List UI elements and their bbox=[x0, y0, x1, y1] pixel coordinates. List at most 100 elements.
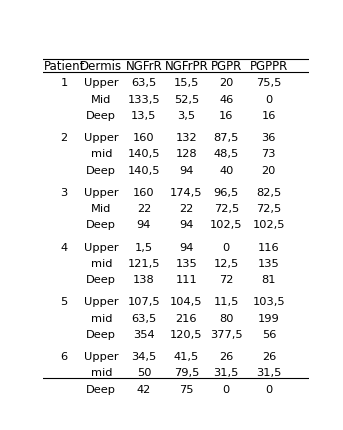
Text: 16: 16 bbox=[262, 111, 276, 120]
Text: 22: 22 bbox=[137, 203, 151, 214]
Text: 20: 20 bbox=[262, 165, 276, 175]
Text: 94: 94 bbox=[179, 242, 193, 252]
Text: 111: 111 bbox=[176, 274, 197, 284]
Text: 34,5: 34,5 bbox=[131, 351, 156, 361]
Text: 15,5: 15,5 bbox=[174, 78, 199, 88]
Text: 102,5: 102,5 bbox=[252, 220, 285, 230]
Text: 63,5: 63,5 bbox=[131, 313, 156, 323]
Text: 26: 26 bbox=[219, 351, 234, 361]
Text: 22: 22 bbox=[179, 203, 193, 214]
Text: 0: 0 bbox=[265, 94, 272, 104]
Text: 56: 56 bbox=[262, 329, 276, 339]
Text: 135: 135 bbox=[176, 258, 197, 268]
Text: 80: 80 bbox=[219, 313, 234, 323]
Text: Deep: Deep bbox=[86, 384, 116, 393]
Text: 79,5: 79,5 bbox=[174, 368, 199, 378]
Text: 52,5: 52,5 bbox=[174, 94, 199, 104]
Text: 81: 81 bbox=[262, 274, 276, 284]
Text: 0: 0 bbox=[265, 384, 272, 393]
Text: mid: mid bbox=[91, 313, 112, 323]
Text: 82,5: 82,5 bbox=[256, 187, 282, 197]
Text: 0: 0 bbox=[223, 384, 230, 393]
Text: 135: 135 bbox=[258, 258, 280, 268]
Text: 41,5: 41,5 bbox=[174, 351, 199, 361]
Text: 140,5: 140,5 bbox=[128, 165, 160, 175]
Text: Deep: Deep bbox=[86, 165, 116, 175]
Text: 174,5: 174,5 bbox=[170, 187, 203, 197]
Text: 31,5: 31,5 bbox=[256, 368, 282, 378]
Text: mid: mid bbox=[91, 368, 112, 378]
Text: 3: 3 bbox=[60, 187, 68, 197]
Text: Upper: Upper bbox=[84, 242, 119, 252]
Text: 2: 2 bbox=[61, 133, 68, 143]
Text: 3,5: 3,5 bbox=[177, 111, 196, 120]
Text: 216: 216 bbox=[176, 313, 197, 323]
Text: 72,5: 72,5 bbox=[214, 203, 239, 214]
Text: 94: 94 bbox=[137, 220, 151, 230]
Text: Upper: Upper bbox=[84, 133, 119, 143]
Text: 87,5: 87,5 bbox=[214, 133, 239, 143]
Text: 12,5: 12,5 bbox=[214, 258, 239, 268]
Text: 128: 128 bbox=[176, 149, 197, 159]
Text: 50: 50 bbox=[137, 368, 151, 378]
Text: 160: 160 bbox=[133, 133, 155, 143]
Text: Mid: Mid bbox=[91, 203, 111, 214]
Text: 140,5: 140,5 bbox=[128, 149, 160, 159]
Text: 377,5: 377,5 bbox=[210, 329, 243, 339]
Text: 132: 132 bbox=[176, 133, 197, 143]
Text: 103,5: 103,5 bbox=[252, 297, 285, 307]
Text: 72: 72 bbox=[219, 274, 234, 284]
Text: 104,5: 104,5 bbox=[170, 297, 203, 307]
Text: NGFrPR: NGFrPR bbox=[165, 60, 208, 73]
Text: 102,5: 102,5 bbox=[210, 220, 243, 230]
Text: 133,5: 133,5 bbox=[128, 94, 160, 104]
Text: 36: 36 bbox=[262, 133, 276, 143]
Text: 72,5: 72,5 bbox=[256, 203, 282, 214]
Text: mid: mid bbox=[91, 149, 112, 159]
Text: 94: 94 bbox=[179, 165, 193, 175]
Text: 11,5: 11,5 bbox=[214, 297, 239, 307]
Text: 160: 160 bbox=[133, 187, 155, 197]
Text: 26: 26 bbox=[262, 351, 276, 361]
Text: 73: 73 bbox=[262, 149, 276, 159]
Text: 107,5: 107,5 bbox=[128, 297, 160, 307]
Text: 116: 116 bbox=[258, 242, 280, 252]
Text: Deep: Deep bbox=[86, 329, 116, 339]
Text: 16: 16 bbox=[219, 111, 234, 120]
Text: Upper: Upper bbox=[84, 187, 119, 197]
Text: 6: 6 bbox=[61, 351, 68, 361]
Text: 96,5: 96,5 bbox=[214, 187, 239, 197]
Text: Deep: Deep bbox=[86, 274, 116, 284]
Text: Patient: Patient bbox=[44, 60, 85, 73]
Text: Deep: Deep bbox=[86, 111, 116, 120]
Text: 40: 40 bbox=[219, 165, 234, 175]
Text: Dermis: Dermis bbox=[80, 60, 122, 73]
Text: 1: 1 bbox=[60, 78, 68, 88]
Text: 138: 138 bbox=[133, 274, 155, 284]
Text: 31,5: 31,5 bbox=[214, 368, 239, 378]
Text: Upper: Upper bbox=[84, 78, 119, 88]
Text: 46: 46 bbox=[219, 94, 234, 104]
Text: 63,5: 63,5 bbox=[131, 78, 156, 88]
Text: Upper: Upper bbox=[84, 351, 119, 361]
Text: 199: 199 bbox=[258, 313, 280, 323]
Text: 20: 20 bbox=[219, 78, 234, 88]
Text: Mid: Mid bbox=[91, 94, 111, 104]
Text: Upper: Upper bbox=[84, 297, 119, 307]
Text: 5: 5 bbox=[60, 297, 68, 307]
Text: 94: 94 bbox=[179, 220, 193, 230]
Text: PGPR: PGPR bbox=[211, 60, 242, 73]
Text: 75,5: 75,5 bbox=[256, 78, 282, 88]
Text: 354: 354 bbox=[133, 329, 155, 339]
Text: 13,5: 13,5 bbox=[131, 111, 156, 120]
Text: 121,5: 121,5 bbox=[128, 258, 160, 268]
Text: mid: mid bbox=[91, 258, 112, 268]
Text: 0: 0 bbox=[223, 242, 230, 252]
Text: 1,5: 1,5 bbox=[135, 242, 153, 252]
Text: Deep: Deep bbox=[86, 220, 116, 230]
Text: PGPPR: PGPPR bbox=[250, 60, 288, 73]
Text: 4: 4 bbox=[61, 242, 68, 252]
Text: NGFrR: NGFrR bbox=[126, 60, 162, 73]
Text: 75: 75 bbox=[179, 384, 194, 393]
Text: 42: 42 bbox=[137, 384, 151, 393]
